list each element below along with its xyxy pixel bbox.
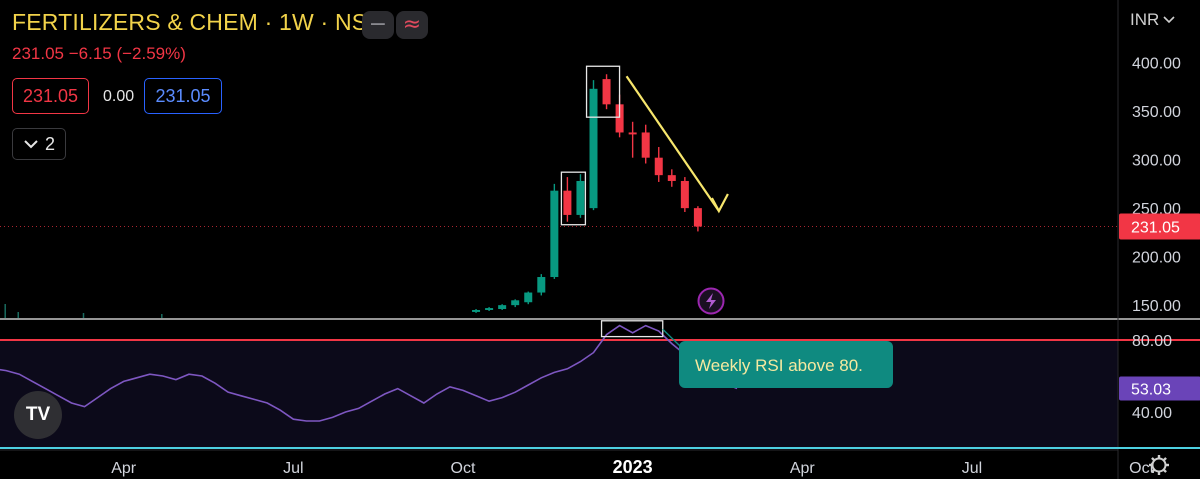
time-tick-label: Apr xyxy=(111,460,137,477)
price-change: 231.05 −6.15 (−2.59%) xyxy=(12,44,186,63)
time-tick-label: Jul xyxy=(962,460,982,477)
price-tick-label: 300.00 xyxy=(1132,153,1181,170)
rsi-tick-label: 40.00 xyxy=(1132,405,1172,422)
candle xyxy=(654,157,663,176)
top-highlight-box xyxy=(585,65,621,118)
rsi-value-badge xyxy=(1119,376,1200,401)
candle xyxy=(615,104,624,133)
reversal-highlight-box xyxy=(560,171,587,226)
trend-arrow-head xyxy=(710,193,729,214)
candle xyxy=(641,132,650,158)
price-tick-label: 150.00 xyxy=(1132,298,1181,315)
trend-arrow xyxy=(625,75,720,212)
candle xyxy=(602,79,611,105)
chevron-down-icon xyxy=(1163,16,1175,24)
collapse-indicators-button[interactable]: 2 xyxy=(12,128,66,160)
price-tick-label: 200.00 xyxy=(1132,250,1181,267)
rsi-highlight-box xyxy=(600,320,664,338)
rsi-tick-label: 80.00 xyxy=(1132,333,1172,350)
rsi-callout-text: Weekly RSI above 80. xyxy=(695,356,863,375)
price-tick-label: 400.00 xyxy=(1132,56,1181,73)
time-tick-label: Jul xyxy=(283,460,303,477)
candle xyxy=(498,305,507,310)
candle xyxy=(537,277,546,293)
callout-connector xyxy=(662,328,683,349)
candle xyxy=(563,190,572,215)
time-tick-label: 2023 xyxy=(613,457,653,477)
currency-label: INR xyxy=(1130,10,1160,29)
time-tick-label: Oct xyxy=(1129,460,1154,477)
buy-button[interactable]: 231.05 xyxy=(144,78,222,114)
last-price-badge xyxy=(1119,213,1200,240)
gear-icon xyxy=(1149,455,1169,475)
candle xyxy=(667,175,676,181)
wave-icon[interactable]: ≈ xyxy=(396,11,428,39)
collapse-count: 2 xyxy=(44,133,55,154)
tradingview-logo: TV xyxy=(14,391,62,439)
candle xyxy=(511,300,520,306)
rsi-value-label: 53.03 xyxy=(1131,382,1171,399)
callout-box xyxy=(679,341,893,388)
candle xyxy=(628,132,637,135)
currency-selector[interactable]: INR xyxy=(1130,10,1175,30)
rsi-line xyxy=(0,324,738,422)
gear-ring xyxy=(1151,457,1167,473)
minus-icon[interactable]: − xyxy=(362,11,394,39)
candle xyxy=(550,190,559,278)
candle xyxy=(472,310,481,312)
time-tick-label: Apr xyxy=(790,460,816,477)
time-tick-label: Oct xyxy=(451,460,476,477)
symbol-title[interactable]: FERTILIZERS & CHEM · 1W · NSE xyxy=(12,9,383,35)
candle xyxy=(693,208,702,227)
price-tick-label: 350.00 xyxy=(1132,104,1181,121)
candle xyxy=(485,308,494,310)
last-price-label: 231.05 xyxy=(1131,220,1180,237)
sell-button[interactable]: 231.05 xyxy=(12,78,89,114)
candle xyxy=(680,180,689,209)
candle xyxy=(576,180,585,215)
candle xyxy=(589,88,598,209)
rsi-band xyxy=(0,340,1118,448)
chevron-down-icon xyxy=(24,140,38,149)
lightning-glyph xyxy=(706,293,716,309)
candle xyxy=(524,292,533,303)
spread-value: 0.00 xyxy=(103,88,135,105)
